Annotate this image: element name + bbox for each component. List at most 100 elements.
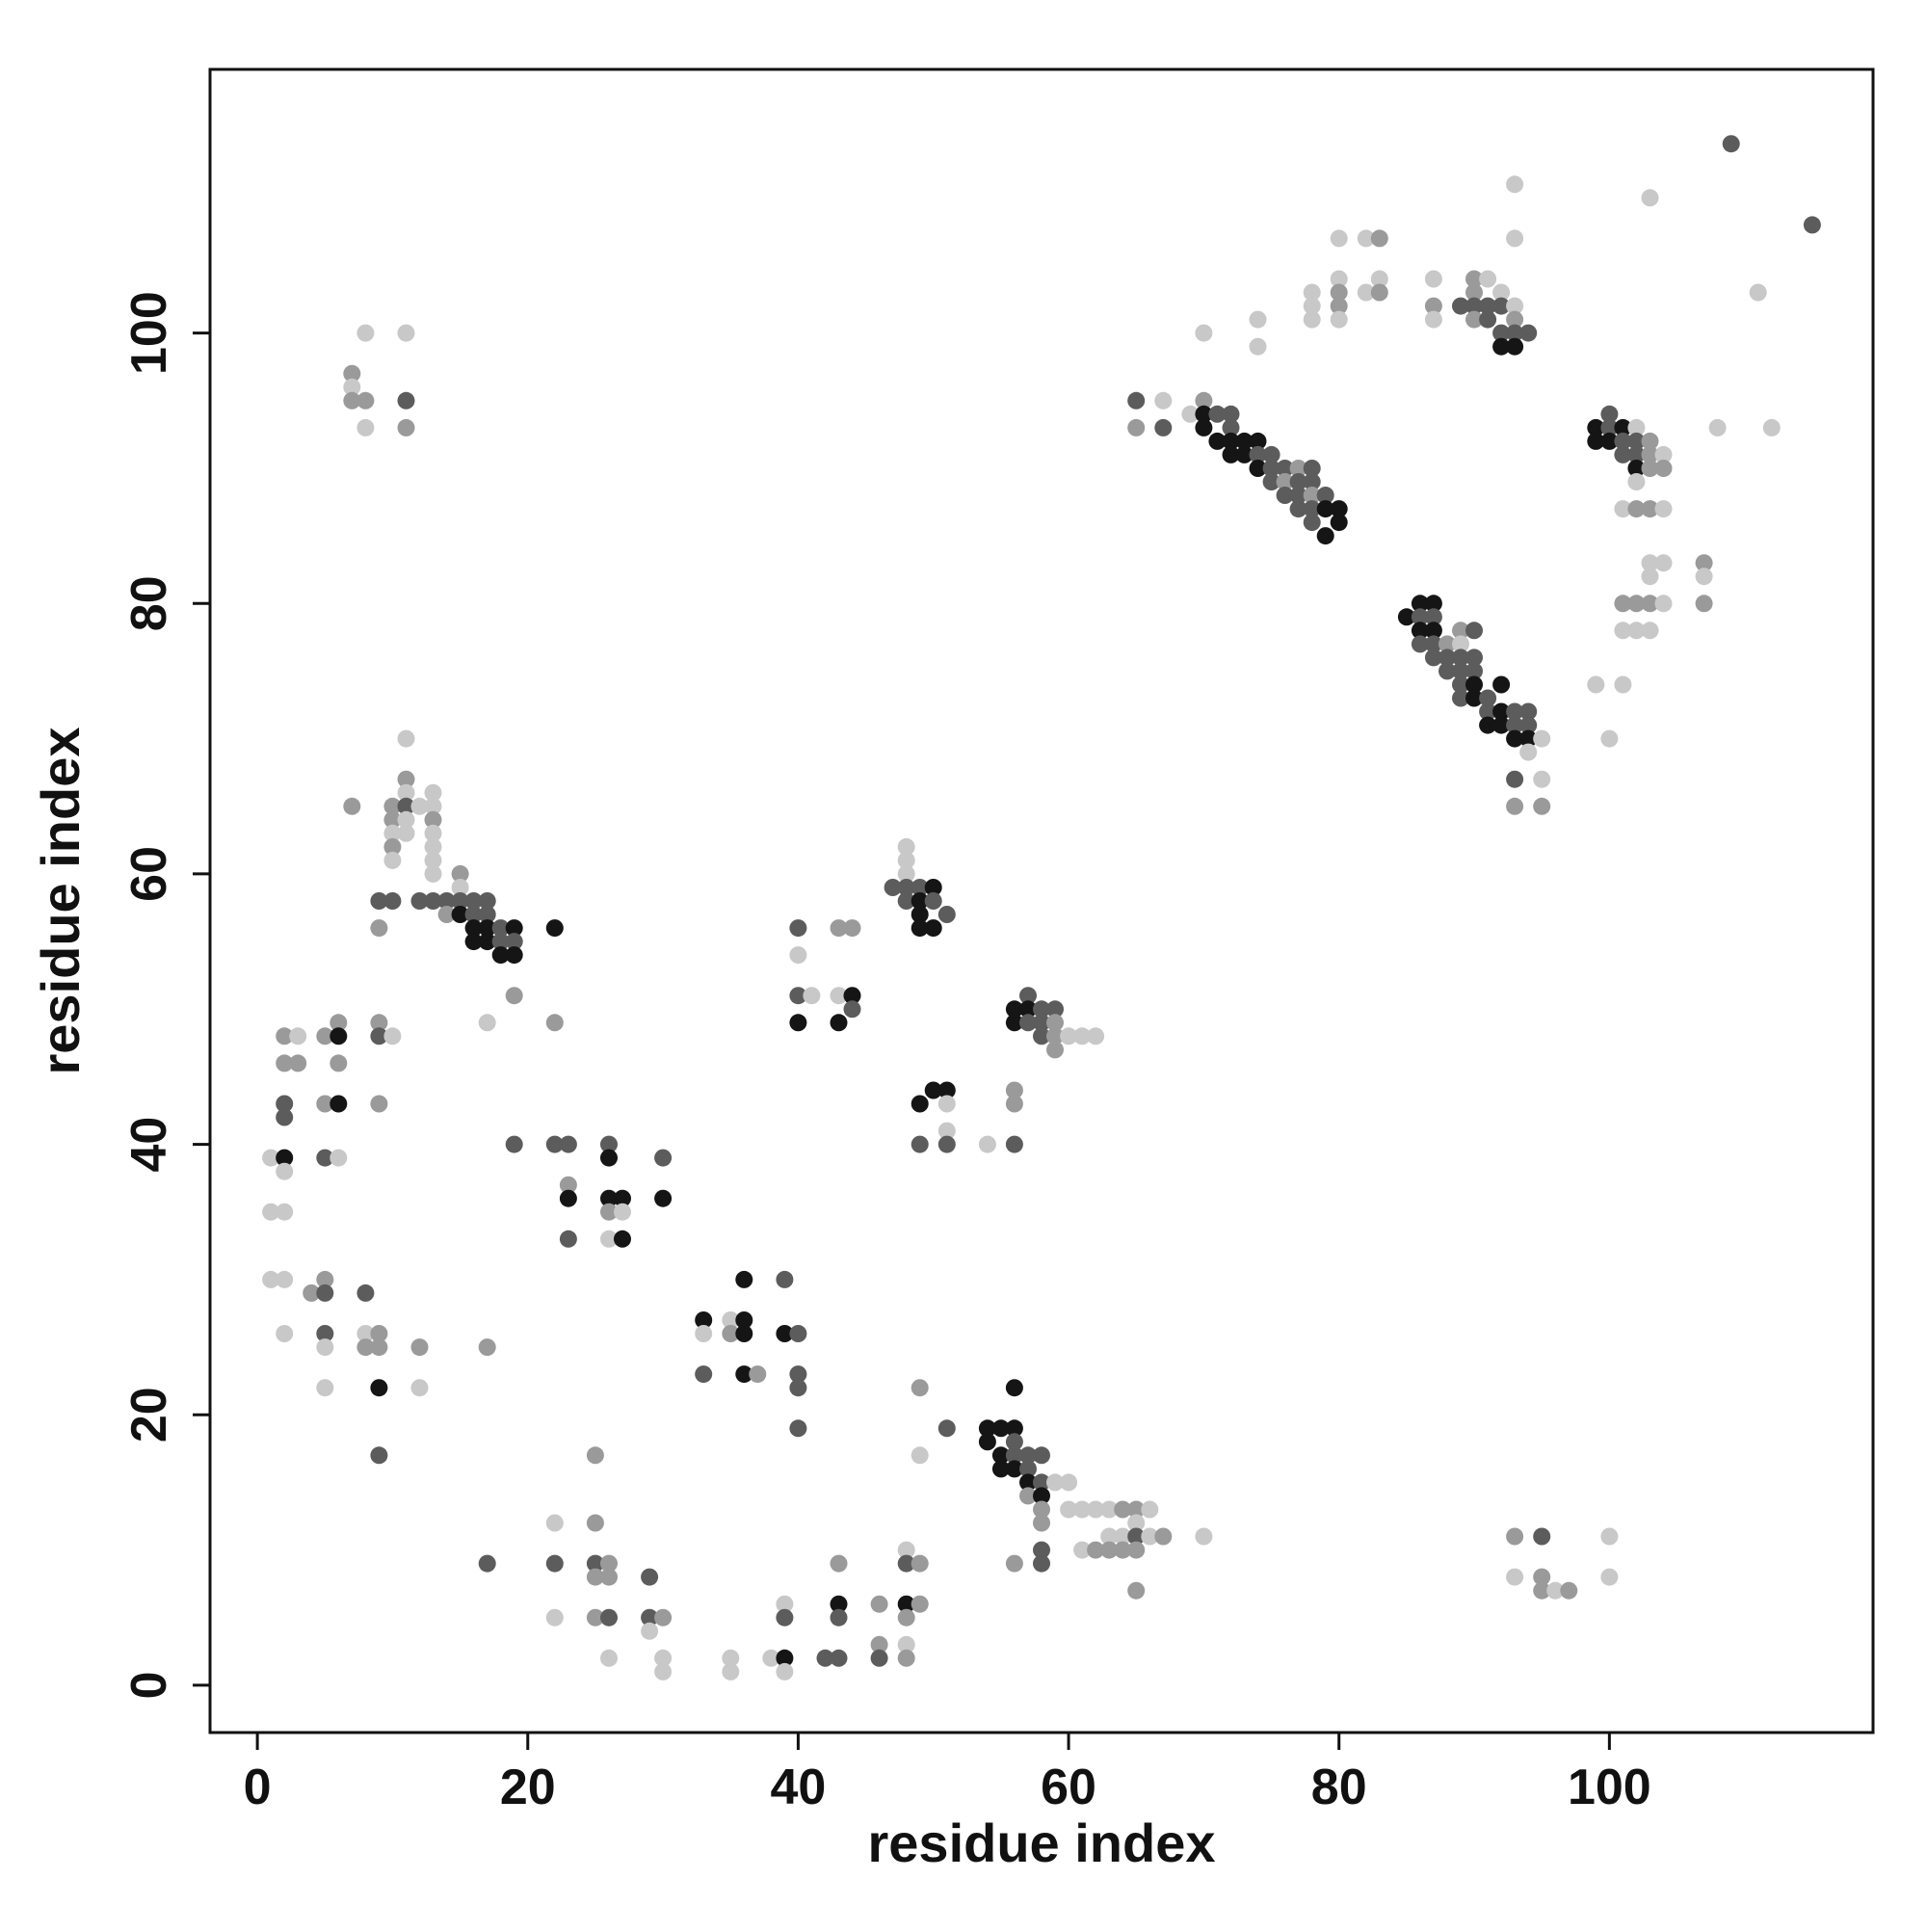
data-point-401	[586, 1608, 604, 1627]
data-point-378	[1087, 1541, 1105, 1559]
data-point-119	[1614, 675, 1632, 694]
data-point-350	[978, 1433, 996, 1451]
data-point-64	[1262, 460, 1280, 477]
data-point-389	[1127, 1581, 1146, 1600]
data-point-418	[776, 1662, 794, 1681]
data-point-245	[559, 1176, 577, 1194]
data-point-57	[1222, 445, 1240, 463]
data-point-76	[1303, 500, 1321, 518]
data-point-163	[356, 324, 375, 342]
data-point-254	[614, 1203, 631, 1221]
data-point-126	[1424, 595, 1442, 613]
y-tick-label-20: 20	[121, 1387, 177, 1442]
data-point-244	[559, 1135, 577, 1153]
data-point-324	[1046, 1014, 1064, 1032]
data-point-20	[1195, 324, 1213, 342]
data-point-410	[654, 1649, 673, 1667]
data-point-400	[586, 1568, 604, 1586]
data-point-368	[1046, 1473, 1064, 1492]
data-point-390	[1005, 1554, 1023, 1573]
data-point-262	[276, 1325, 294, 1342]
data-point-270	[356, 1325, 375, 1342]
data-point-117	[1641, 622, 1659, 640]
data-point-259	[276, 1203, 294, 1221]
data-point-227	[370, 1027, 388, 1045]
data-point-326	[1046, 1041, 1064, 1059]
data-point-234	[316, 1095, 334, 1113]
data-point-42	[1708, 418, 1727, 437]
data-point-212	[491, 946, 510, 965]
data-point-2	[1506, 175, 1524, 194]
data-point-359	[1019, 1446, 1037, 1465]
data-point-416	[776, 1608, 794, 1627]
data-point-158	[1533, 729, 1551, 748]
data-point-399	[586, 1554, 604, 1573]
data-point-301	[924, 892, 942, 910]
data-point-358	[1005, 1460, 1023, 1478]
data-point-52	[1208, 405, 1227, 423]
y-tick-label-40: 40	[121, 1117, 177, 1173]
data-point-9	[1303, 297, 1321, 315]
data-point-110	[1695, 595, 1713, 613]
data-point-124	[1411, 622, 1429, 640]
data-point-333	[722, 1311, 740, 1329]
data-point-26	[1465, 283, 1483, 302]
data-point-200	[451, 892, 469, 910]
data-point-237	[262, 1149, 280, 1167]
data-point-233	[276, 1108, 294, 1126]
data-point-37	[1506, 310, 1524, 329]
data-point-49	[1195, 391, 1213, 410]
data-point-294	[897, 879, 915, 896]
data-point-360	[1019, 1460, 1037, 1478]
data-point-178	[383, 851, 402, 869]
data-point-85	[1600, 405, 1619, 423]
data-point-53	[1208, 432, 1227, 450]
data-point-182	[397, 810, 415, 829]
data-point-167	[343, 391, 361, 410]
data-point-282	[803, 987, 821, 1005]
data-point-392	[1033, 1554, 1050, 1573]
data-point-5	[1330, 229, 1348, 248]
data-point-191	[424, 864, 442, 883]
data-point-429	[897, 1595, 915, 1613]
data-point-198	[451, 864, 469, 883]
data-point-349	[978, 1419, 996, 1438]
data-point-438	[1533, 1568, 1551, 1586]
data-point-366	[1033, 1500, 1050, 1519]
data-point-179	[397, 770, 415, 788]
data-point-300	[924, 879, 942, 896]
data-point-285	[843, 919, 861, 938]
data-point-232	[276, 1095, 294, 1113]
data-point-220	[545, 1014, 564, 1032]
data-point-319	[1019, 1014, 1037, 1032]
data-point-193	[383, 892, 402, 910]
data-point-205	[464, 933, 483, 951]
data-point-435	[1506, 1527, 1524, 1546]
data-point-61	[1249, 445, 1267, 463]
data-point-183	[397, 824, 415, 842]
data-point-33	[1492, 297, 1511, 315]
data-point-250	[600, 1189, 618, 1207]
data-point-325	[1046, 1027, 1064, 1045]
data-point-113	[1641, 595, 1659, 613]
data-point-264	[316, 1270, 334, 1288]
data-point-104	[1654, 500, 1673, 518]
data-point-172	[397, 729, 415, 748]
data-point-48	[1181, 405, 1200, 423]
data-point-236	[370, 1095, 388, 1113]
data-point-73	[1303, 460, 1321, 477]
data-point-75	[1303, 487, 1321, 504]
data-point-331	[695, 1325, 713, 1342]
data-point-362	[1019, 1487, 1037, 1505]
data-point-169	[397, 391, 415, 410]
data-point-352	[991, 1446, 1010, 1465]
data-point-238	[276, 1149, 294, 1167]
data-point-188	[424, 824, 442, 842]
data-point-149	[1492, 702, 1511, 721]
data-point-279	[789, 919, 807, 938]
data-point-266	[316, 1325, 334, 1342]
data-point-168	[356, 391, 375, 410]
y-axis: 0 20 40 60 80 100	[121, 291, 210, 1699]
data-point-316	[1005, 1014, 1023, 1032]
data-point-103	[1641, 500, 1659, 518]
